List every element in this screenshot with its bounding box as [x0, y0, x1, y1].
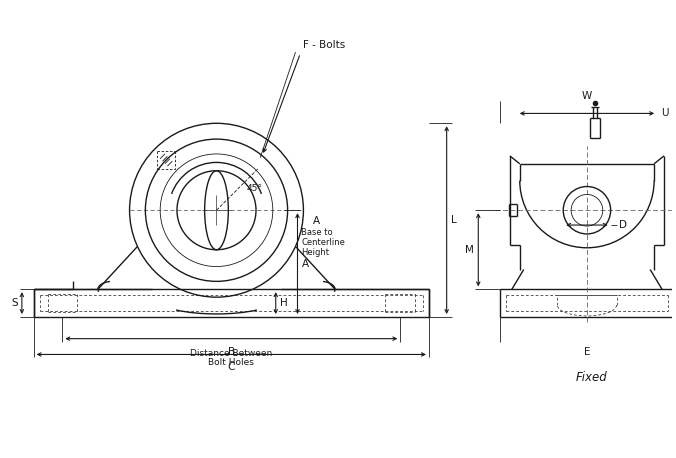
Text: E: E — [583, 347, 590, 357]
Text: Height: Height — [301, 248, 329, 257]
Text: H: H — [280, 298, 287, 308]
Text: B: B — [228, 347, 235, 357]
Text: A: A — [301, 259, 308, 268]
Text: U: U — [661, 109, 669, 119]
Text: M: M — [466, 245, 475, 255]
Text: C: C — [228, 362, 235, 372]
Text: W: W — [582, 91, 592, 101]
Text: L: L — [451, 215, 456, 225]
Text: Distance Between: Distance Between — [190, 349, 272, 358]
Text: S: S — [11, 298, 18, 308]
Text: Base to: Base to — [301, 228, 333, 237]
Text: F - Bolts: F - Bolts — [304, 40, 345, 50]
Text: Bolt Holes: Bolt Holes — [208, 359, 254, 367]
Text: Fixed: Fixed — [576, 371, 608, 384]
Text: D: D — [619, 220, 627, 230]
Text: Centerline: Centerline — [301, 238, 345, 247]
Text: A: A — [313, 216, 320, 226]
Text: 45°: 45° — [246, 184, 262, 193]
